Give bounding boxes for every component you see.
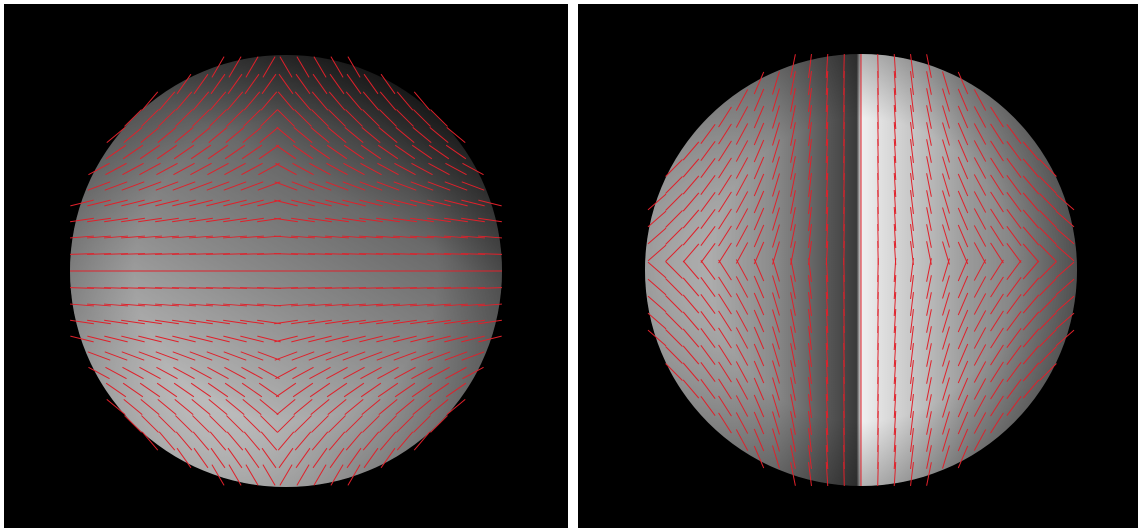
page bbox=[0, 0, 1141, 531]
figure bbox=[0, 0, 1141, 531]
field-line bbox=[478, 254, 502, 255]
field-line bbox=[478, 288, 502, 289]
field-line bbox=[878, 462, 879, 486]
field-line bbox=[844, 462, 845, 486]
